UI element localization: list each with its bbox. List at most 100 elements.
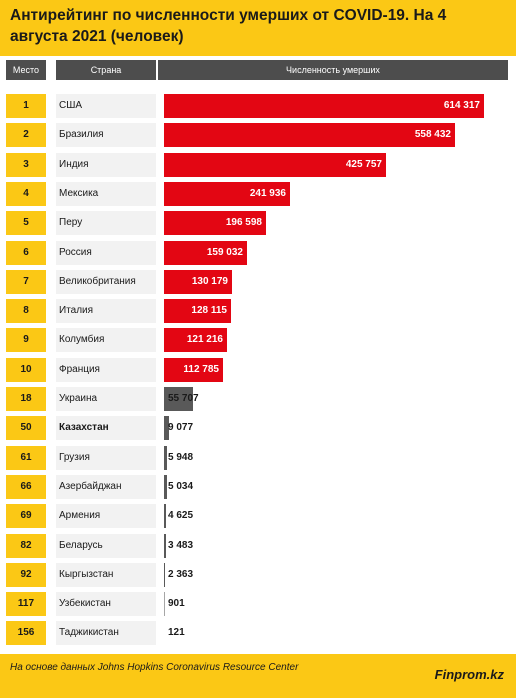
bar: [164, 211, 266, 235]
data-label: 425 757: [345, 159, 382, 170]
rank-cell: 3: [6, 153, 46, 177]
table-row: 69 Армения 4 625: [0, 504, 516, 528]
table-row: 10 Франция 112 785: [0, 358, 516, 382]
data-label: 241 936: [249, 188, 286, 199]
table-row: 82 Беларусь 3 483: [0, 534, 516, 558]
bar: [164, 94, 484, 118]
bar: [164, 563, 165, 587]
country-cell: Беларусь: [56, 534, 156, 558]
table-row: 2 Бразилия 558 432: [0, 123, 516, 147]
bar: [164, 153, 386, 177]
country-cell: Украина: [56, 387, 156, 411]
rank-cell: 6: [6, 241, 46, 265]
bar: [164, 358, 223, 382]
data-label: 128 115: [191, 305, 227, 316]
data-label: 130 179: [191, 276, 228, 287]
rank-cell: 4: [6, 182, 46, 206]
country-cell: Великобритания: [56, 270, 156, 294]
country-cell: Кыргызстан: [56, 563, 156, 587]
column-header-country: Страна: [56, 60, 156, 80]
data-label: 112 785: [183, 364, 219, 375]
table-row: 1 США 614 317: [0, 94, 516, 118]
bar: [164, 446, 167, 470]
bar: [164, 416, 169, 440]
table-row: 50 Казахстан 9 077: [0, 416, 516, 440]
table-row: 9 Колумбия 121 216: [0, 328, 516, 352]
rank-cell: 50: [6, 416, 46, 440]
rank-cell: 7: [6, 270, 46, 294]
table-row: 18 Украина 55 707: [0, 387, 516, 411]
bar: [164, 592, 165, 616]
bar: [164, 182, 290, 206]
bar: [164, 534, 166, 558]
rank-cell: 92: [6, 563, 46, 587]
rank-cell: 9: [6, 328, 46, 352]
country-cell: Колумбия: [56, 328, 156, 352]
data-label: 121 216: [186, 334, 223, 345]
table-row: 3 Индия 425 757: [0, 153, 516, 177]
bar: [164, 241, 247, 265]
data-label: 159 032: [206, 247, 243, 258]
rank-cell: 82: [6, 534, 46, 558]
table-row: 8 Италия 128 115: [0, 299, 516, 323]
title-bar: Антирейтинг по численности умерших от CO…: [0, 0, 516, 56]
country-cell: США: [56, 94, 156, 118]
bar: [164, 328, 227, 352]
rank-cell: 8: [6, 299, 46, 323]
table-row: 7 Великобритания 130 179: [0, 270, 516, 294]
table-row: 66 Азербайджан 5 034: [0, 475, 516, 499]
rank-cell: 10: [6, 358, 46, 382]
column-header-value: Численность умерших: [158, 60, 508, 80]
bar: [164, 504, 166, 528]
country-cell: Перу: [56, 211, 156, 235]
country-cell: Бразилия: [56, 123, 156, 147]
data-label: 9 077: [168, 422, 194, 433]
country-cell: Азербайджан: [56, 475, 156, 499]
bar: [164, 621, 165, 645]
bar: [164, 270, 232, 294]
country-cell: Мексика: [56, 182, 156, 206]
column-header-rank: Место: [6, 60, 46, 80]
bar: [164, 123, 455, 147]
data-label: 5 034: [168, 481, 194, 492]
data-label: 3 483: [168, 540, 194, 551]
data-label: 55 707: [168, 393, 199, 404]
data-label: 196 598: [225, 217, 262, 228]
rank-cell: 5: [6, 211, 46, 235]
rank-cell: 117: [6, 592, 46, 616]
country-cell: Узбекистан: [56, 592, 156, 616]
country-cell: Индия: [56, 153, 156, 177]
country-cell: Казахстан: [56, 416, 156, 440]
brand-logo-text: Finprom.kz: [434, 667, 504, 682]
table-row: 61 Грузия 5 948: [0, 446, 516, 470]
rank-cell: 156: [6, 621, 46, 645]
data-label: 121: [168, 627, 185, 638]
data-label: 5 948: [168, 452, 194, 463]
chart-title: Антирейтинг по численности умерших от CO…: [10, 7, 447, 45]
source-note: На основе данных Johns Hopkins Coronavir…: [10, 662, 299, 673]
bar: [164, 299, 231, 323]
country-cell: Франция: [56, 358, 156, 382]
rank-cell: 61: [6, 446, 46, 470]
country-cell: Россия: [56, 241, 156, 265]
data-label: 614 317: [443, 100, 480, 111]
rank-cell: 66: [6, 475, 46, 499]
country-cell: Италия: [56, 299, 156, 323]
table-row: 92 Кыргызстан 2 363: [0, 563, 516, 587]
rank-cell: 18: [6, 387, 46, 411]
data-label: 4 625: [168, 510, 194, 521]
data-label: 2 363: [168, 569, 194, 580]
bar: [164, 387, 193, 411]
country-cell: Армения: [56, 504, 156, 528]
table-row: 6 Россия 159 032: [0, 241, 516, 265]
table-row: 156 Таджикистан 121: [0, 621, 516, 645]
country-cell: Таджикистан: [56, 621, 156, 645]
bar: [164, 475, 167, 499]
table-row: 117 Узбекистан 901: [0, 592, 516, 616]
data-label: 558 432: [414, 129, 451, 140]
country-cell: Грузия: [56, 446, 156, 470]
rank-cell: 2: [6, 123, 46, 147]
table-row: 5 Перу 196 598: [0, 211, 516, 235]
data-label: 901: [168, 598, 185, 609]
footer: На основе данных Johns Hopkins Coronavir…: [0, 654, 516, 698]
